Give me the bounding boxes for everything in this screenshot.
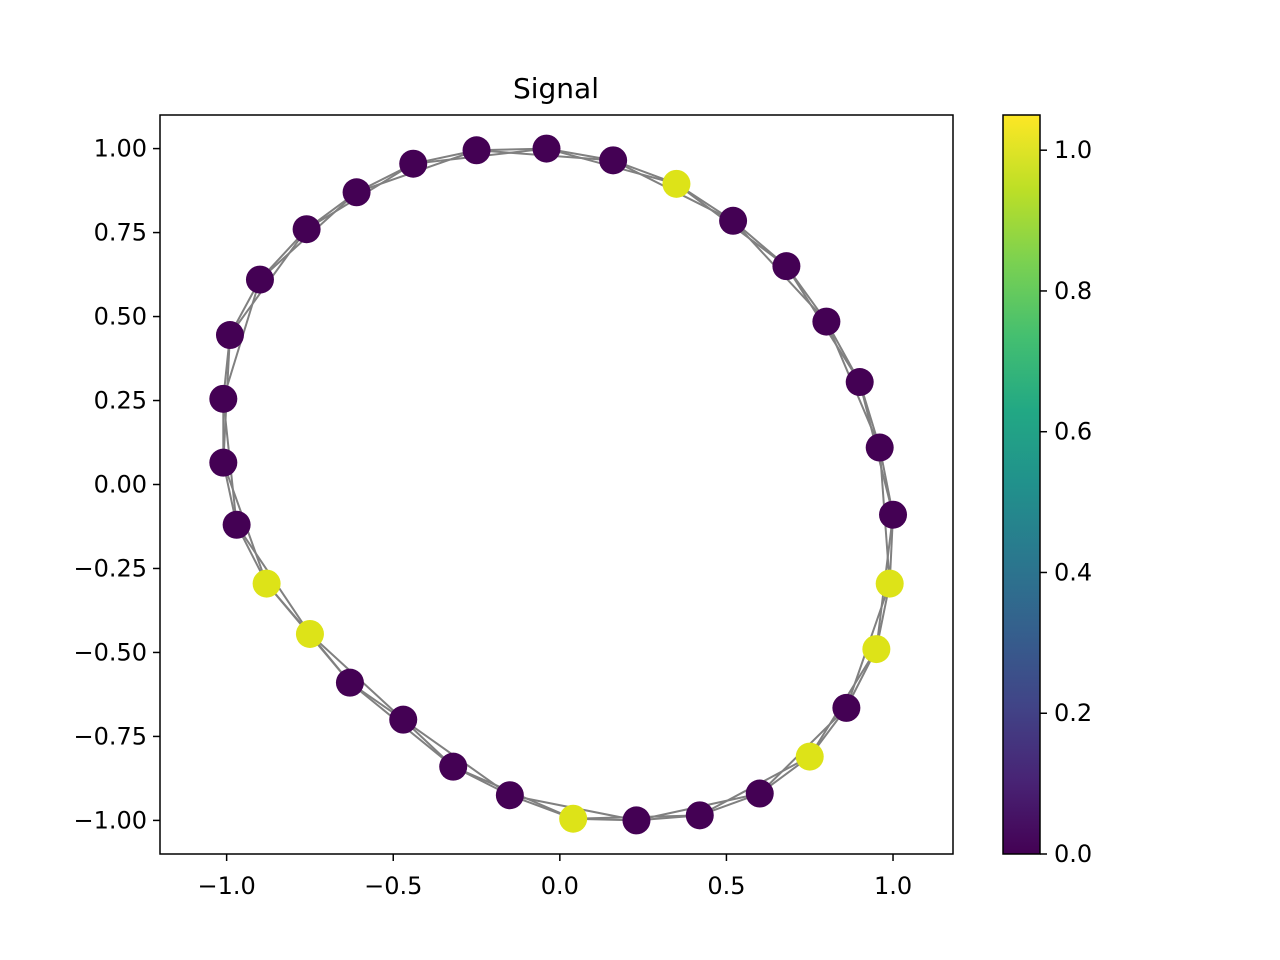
x-tick-label: 0.0 [541, 872, 579, 900]
x-tick-label: 0.5 [707, 872, 745, 900]
graph-node [599, 146, 628, 175]
x-tick-label: −1.0 [197, 872, 255, 900]
graph-node [862, 635, 891, 664]
graph-node [662, 169, 691, 198]
y-tick-label: −0.25 [73, 554, 147, 582]
graph-node [222, 510, 251, 539]
y-tick-label: 0.75 [94, 219, 147, 247]
graph-node [865, 433, 894, 462]
graph-node [295, 619, 324, 648]
y-tick-label: −0.50 [73, 638, 147, 666]
graph-node [209, 384, 238, 413]
graph-node [845, 368, 874, 397]
x-tick-label: 1.0 [874, 872, 912, 900]
colorbar [1002, 114, 1041, 855]
graph-edges [222, 147, 895, 822]
graph-node [795, 742, 824, 771]
graph-node [389, 705, 418, 734]
graph-node [335, 668, 364, 697]
y-tick-label: 0.50 [94, 303, 147, 331]
colorbar-axis: 0.0 0.2 0.4 0.6 0.8 1.0 [1040, 136, 1092, 868]
colorbar-tick-label: 0.8 [1054, 277, 1092, 305]
y-axis: 1.00 0.75 0.50 0.25 0.00 −0.25 −0.50 −0.75 −1.00 [73, 135, 160, 834]
x-axis: −1.0 −0.5 0.0 0.5 1.0 [197, 854, 912, 900]
graph-node [252, 569, 281, 598]
graph-node [462, 136, 491, 165]
graph-node [622, 806, 651, 835]
graph-node [772, 252, 801, 281]
colorbar-tick-label: 0.6 [1054, 418, 1092, 446]
graph-node [439, 752, 468, 781]
colorbar-tick-label: 0.2 [1054, 699, 1092, 727]
chart-title: Signal [513, 72, 599, 105]
graph-node [532, 134, 561, 163]
graph-node [879, 500, 908, 529]
graph-node [209, 448, 238, 477]
graph-node [875, 569, 904, 598]
graph-node [399, 149, 428, 178]
colorbar-tick-label: 0.4 [1054, 558, 1092, 586]
graph-node [812, 307, 841, 336]
y-tick-label: −0.75 [73, 722, 147, 750]
graph-node [832, 693, 861, 722]
graph-node [245, 265, 274, 294]
graph-node [495, 781, 524, 810]
colorbar-tick-label: 0.0 [1054, 840, 1092, 868]
graph-node [745, 779, 774, 808]
y-tick-label: 1.00 [94, 135, 147, 163]
graph-node [685, 801, 714, 830]
x-tick-label: −0.5 [364, 872, 422, 900]
graph-node [559, 804, 588, 833]
graph-node [215, 321, 244, 350]
graph-node [342, 178, 371, 207]
y-tick-label: 0.00 [94, 471, 147, 499]
plot-frame [159, 114, 954, 855]
colorbar-tick-label: 1.0 [1054, 136, 1092, 164]
y-tick-label: −1.00 [73, 806, 147, 834]
graph-node [292, 215, 321, 244]
graph-node [719, 206, 748, 235]
y-tick-label: 0.25 [94, 387, 147, 415]
graph-nodes [209, 134, 908, 835]
